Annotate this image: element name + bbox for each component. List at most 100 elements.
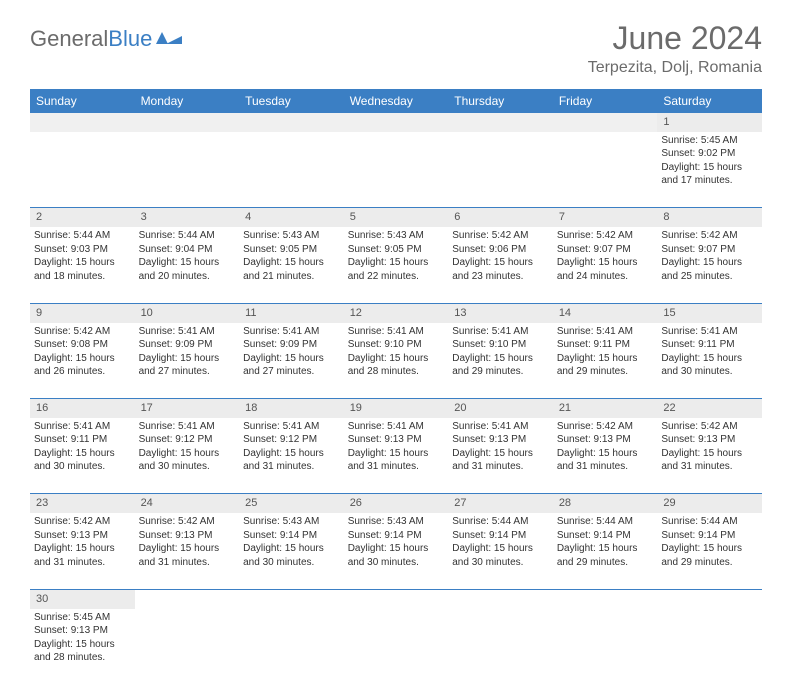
day-number-cell: 26: [344, 494, 449, 513]
day-content-cell: Sunrise: 5:43 AMSunset: 9:14 PMDaylight:…: [239, 513, 344, 589]
daylight-line: Daylight: 15 hours and 28 minutes.: [348, 352, 445, 379]
daylight-line: Daylight: 15 hours and 30 minutes.: [661, 352, 758, 379]
sunset-line: Sunset: 9:14 PM: [557, 529, 654, 543]
sunset-line: Sunset: 9:07 PM: [661, 243, 758, 257]
sunset-line: Sunset: 9:03 PM: [34, 243, 131, 257]
daylight-line: Daylight: 15 hours and 31 minutes.: [557, 447, 654, 474]
daylight-line: Daylight: 15 hours and 28 minutes.: [34, 638, 131, 665]
daylight-line: Daylight: 15 hours and 31 minutes.: [34, 542, 131, 569]
daylight-line: Daylight: 15 hours and 30 minutes.: [34, 447, 131, 474]
day-number-cell: 2: [30, 208, 135, 227]
day-number-cell: 21: [553, 399, 658, 418]
sunrise-line: Sunrise: 5:41 AM: [452, 325, 549, 339]
day-number-cell: 22: [657, 399, 762, 418]
day-content-cell: Sunrise: 5:42 AMSunset: 9:13 PMDaylight:…: [657, 418, 762, 494]
sunset-line: Sunset: 9:13 PM: [34, 624, 131, 638]
day-content-cell: Sunrise: 5:42 AMSunset: 9:07 PMDaylight:…: [657, 227, 762, 303]
sunrise-line: Sunrise: 5:42 AM: [452, 229, 549, 243]
weekday-header: Friday: [553, 89, 658, 113]
sunrise-line: Sunrise: 5:41 AM: [243, 325, 340, 339]
day-content-cell: Sunrise: 5:41 AMSunset: 9:09 PMDaylight:…: [135, 323, 240, 399]
daylight-line: Daylight: 15 hours and 18 minutes.: [34, 256, 131, 283]
day-content-cell: Sunrise: 5:41 AMSunset: 9:09 PMDaylight:…: [239, 323, 344, 399]
sunrise-line: Sunrise: 5:44 AM: [557, 515, 654, 529]
weekday-header: Thursday: [448, 89, 553, 113]
sunset-line: Sunset: 9:14 PM: [452, 529, 549, 543]
day-number-cell: 4: [239, 208, 344, 227]
daylight-line: Daylight: 15 hours and 30 minutes.: [243, 542, 340, 569]
day-content-cell: Sunrise: 5:44 AMSunset: 9:14 PMDaylight:…: [657, 513, 762, 589]
sunrise-line: Sunrise: 5:42 AM: [661, 229, 758, 243]
day-number-cell: 5: [344, 208, 449, 227]
daylight-line: Daylight: 15 hours and 30 minutes.: [139, 447, 236, 474]
day-number-cell: 9: [30, 303, 135, 322]
weekday-header: Sunday: [30, 89, 135, 113]
sunset-line: Sunset: 9:14 PM: [243, 529, 340, 543]
day-number-cell: 7: [553, 208, 658, 227]
day-number-cell: 23: [30, 494, 135, 513]
day-number-cell: 14: [553, 303, 658, 322]
daylight-line: Daylight: 15 hours and 21 minutes.: [243, 256, 340, 283]
calendar-header-row: SundayMondayTuesdayWednesdayThursdayFrid…: [30, 89, 762, 113]
sunrise-line: Sunrise: 5:44 AM: [452, 515, 549, 529]
day-content-cell: Sunrise: 5:41 AMSunset: 9:11 PMDaylight:…: [553, 323, 658, 399]
day-content-row: Sunrise: 5:44 AMSunset: 9:03 PMDaylight:…: [30, 227, 762, 303]
sunset-line: Sunset: 9:13 PM: [557, 433, 654, 447]
daylight-line: Daylight: 15 hours and 30 minutes.: [452, 542, 549, 569]
day-content-cell: Sunrise: 5:44 AMSunset: 9:04 PMDaylight:…: [135, 227, 240, 303]
sunset-line: Sunset: 9:05 PM: [348, 243, 445, 257]
day-number-cell: [30, 113, 135, 132]
day-number-row: 16171819202122: [30, 399, 762, 418]
sunset-line: Sunset: 9:13 PM: [452, 433, 549, 447]
sunrise-line: Sunrise: 5:41 AM: [243, 420, 340, 434]
day-number-cell: 13: [448, 303, 553, 322]
sunrise-line: Sunrise: 5:42 AM: [557, 229, 654, 243]
day-content-cell: [448, 132, 553, 208]
day-content-cell: Sunrise: 5:41 AMSunset: 9:11 PMDaylight:…: [657, 323, 762, 399]
day-content-row: Sunrise: 5:45 AMSunset: 9:02 PMDaylight:…: [30, 132, 762, 208]
sunrise-line: Sunrise: 5:43 AM: [348, 229, 445, 243]
daylight-line: Daylight: 15 hours and 25 minutes.: [661, 256, 758, 283]
flag-icon: [156, 30, 182, 48]
day-number-cell: [135, 113, 240, 132]
day-content-row: Sunrise: 5:45 AMSunset: 9:13 PMDaylight:…: [30, 609, 762, 685]
day-content-cell: Sunrise: 5:41 AMSunset: 9:13 PMDaylight:…: [344, 418, 449, 494]
logo: GeneralBlue: [30, 20, 182, 52]
day-number-cell: 11: [239, 303, 344, 322]
sunrise-line: Sunrise: 5:43 AM: [243, 229, 340, 243]
day-number-cell: 19: [344, 399, 449, 418]
sunset-line: Sunset: 9:02 PM: [661, 147, 758, 161]
day-number-cell: 12: [344, 303, 449, 322]
sunset-line: Sunset: 9:05 PM: [243, 243, 340, 257]
calendar-table: SundayMondayTuesdayWednesdayThursdayFrid…: [30, 89, 762, 685]
weekday-header: Saturday: [657, 89, 762, 113]
logo-text-blue: Blue: [108, 26, 152, 52]
sunrise-line: Sunrise: 5:41 AM: [661, 325, 758, 339]
sunset-line: Sunset: 9:09 PM: [243, 338, 340, 352]
daylight-line: Daylight: 15 hours and 29 minutes.: [452, 352, 549, 379]
day-number-cell: 16: [30, 399, 135, 418]
sunrise-line: Sunrise: 5:43 AM: [243, 515, 340, 529]
daylight-line: Daylight: 15 hours and 31 minutes.: [661, 447, 758, 474]
day-number-cell: 8: [657, 208, 762, 227]
daylight-line: Daylight: 15 hours and 20 minutes.: [139, 256, 236, 283]
day-content-cell: Sunrise: 5:41 AMSunset: 9:12 PMDaylight:…: [135, 418, 240, 494]
day-number-cell: 10: [135, 303, 240, 322]
sunrise-line: Sunrise: 5:41 AM: [452, 420, 549, 434]
daylight-line: Daylight: 15 hours and 22 minutes.: [348, 256, 445, 283]
sunrise-line: Sunrise: 5:45 AM: [661, 134, 758, 148]
sunset-line: Sunset: 9:10 PM: [348, 338, 445, 352]
sunset-line: Sunset: 9:10 PM: [452, 338, 549, 352]
sunrise-line: Sunrise: 5:41 AM: [139, 325, 236, 339]
day-number-cell: 24: [135, 494, 240, 513]
daylight-line: Daylight: 15 hours and 29 minutes.: [557, 542, 654, 569]
day-number-row: 1: [30, 113, 762, 132]
day-content-cell: Sunrise: 5:43 AMSunset: 9:05 PMDaylight:…: [239, 227, 344, 303]
day-content-cell: Sunrise: 5:41 AMSunset: 9:12 PMDaylight:…: [239, 418, 344, 494]
day-content-cell: Sunrise: 5:42 AMSunset: 9:13 PMDaylight:…: [30, 513, 135, 589]
day-content-cell: Sunrise: 5:42 AMSunset: 9:07 PMDaylight:…: [553, 227, 658, 303]
sunrise-line: Sunrise: 5:42 AM: [557, 420, 654, 434]
daylight-line: Daylight: 15 hours and 31 minutes.: [348, 447, 445, 474]
sunset-line: Sunset: 9:08 PM: [34, 338, 131, 352]
day-number-cell: [448, 589, 553, 608]
